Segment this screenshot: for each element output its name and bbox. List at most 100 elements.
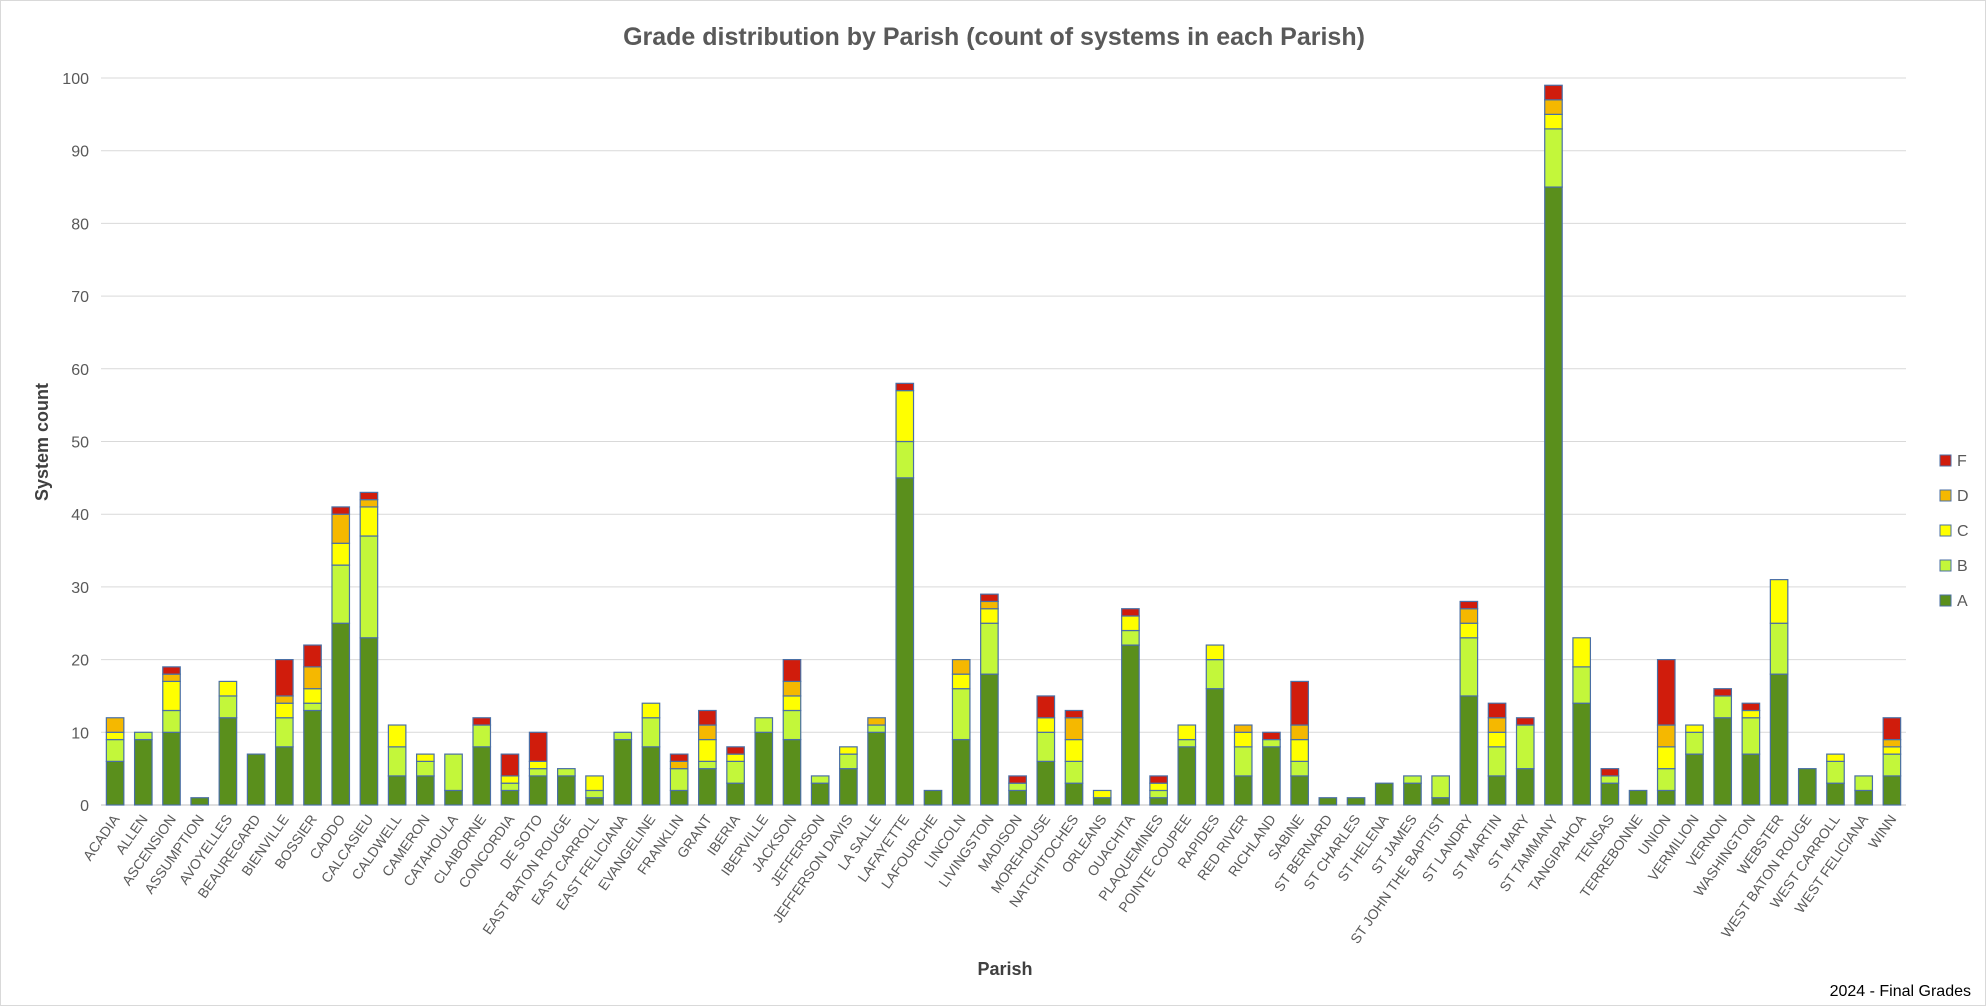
bar-stack <box>1544 84 1563 806</box>
bar-segment-c <box>1290 738 1309 762</box>
bar-stack <box>1431 775 1450 806</box>
bar-segment-b <box>726 760 745 784</box>
bar-stack <box>1092 789 1112 806</box>
bar-stack <box>782 658 802 806</box>
bar-segment-c <box>895 390 915 443</box>
bar-segment-f <box>303 644 322 668</box>
bar-stack <box>1374 782 1394 806</box>
bar-stack <box>1515 717 1535 806</box>
bar-segment-b <box>1036 731 1056 762</box>
bar-segment-c <box>331 542 351 566</box>
bar-segment-b <box>415 760 435 777</box>
bar-segment-f <box>1600 768 1620 777</box>
bar-segment-a <box>1826 782 1845 806</box>
legend-item: D <box>1939 488 1969 505</box>
bar-stack <box>1318 797 1338 806</box>
bar-segment-a <box>1854 789 1874 806</box>
bar-stack <box>1487 702 1507 806</box>
bar-segment-b <box>331 564 351 624</box>
legend-item: A <box>1939 593 1968 610</box>
y-tick-label: 100 <box>62 71 89 88</box>
bar-segment-b <box>1572 666 1592 704</box>
bar-segment-c <box>641 702 661 719</box>
bar-stack <box>133 731 153 806</box>
bar-segment-d <box>1656 724 1676 748</box>
bar-segment-c <box>1233 731 1253 748</box>
bar-segment-d <box>1290 724 1309 741</box>
bar-segment-f <box>359 491 379 501</box>
bar-stack <box>415 753 435 806</box>
bar-segment-c <box>1656 746 1676 770</box>
bar-segment-a <box>585 797 604 806</box>
bar-segment-c <box>1685 724 1704 733</box>
bar-segment-a <box>1769 673 1789 806</box>
bar-segment-b <box>1403 775 1422 784</box>
bar-stack <box>867 717 886 806</box>
bar-segment-a <box>980 673 999 806</box>
bar-segment-c <box>585 775 604 792</box>
bar-segment-f <box>1036 695 1056 719</box>
bar-segment-c <box>1121 615 1140 632</box>
bar-segment-a <box>1290 775 1309 806</box>
bar-segment-a <box>1374 782 1394 806</box>
bar-segment-b <box>1064 760 1084 784</box>
bar-stack <box>1290 680 1309 806</box>
bar-stack <box>1403 775 1422 806</box>
bar-segment-a <box>1628 789 1648 806</box>
bar-segment-b <box>1487 746 1507 777</box>
bar-segment-a <box>1036 760 1056 806</box>
bar-segment-a <box>162 731 181 806</box>
bar-segment-c <box>1826 753 1845 762</box>
bar-segment-d <box>669 760 689 770</box>
legend-label: A <box>1957 593 1968 610</box>
bar-segment-a <box>472 746 492 806</box>
bar-segment-c <box>500 775 520 784</box>
bar-segment-f <box>1262 731 1281 741</box>
bar-segment-a <box>1403 782 1422 806</box>
x-axis-ticks: ACADIAALLENASCENSIONASSUMPTIONAVOYELLESB… <box>80 811 1900 946</box>
bar-segment-b <box>1008 782 1027 792</box>
bar-segment-a <box>1346 797 1366 806</box>
bar-segment-b <box>472 724 492 748</box>
bar-segment-a <box>895 477 915 806</box>
bar-segment-c <box>782 695 802 712</box>
bar-segment-c <box>1459 622 1479 639</box>
bar-segment-a <box>1713 717 1733 806</box>
bar-segment-c <box>1064 738 1084 762</box>
bar-segment-a <box>641 746 661 806</box>
bar-segment-a <box>331 622 351 806</box>
bar-segment-f <box>162 666 181 675</box>
bar-segment-b <box>895 440 915 479</box>
bar-segment-f <box>698 709 717 726</box>
bar-stack <box>1741 702 1761 806</box>
bar-segment-c <box>1149 782 1168 792</box>
bar-segment-f <box>1008 775 1027 784</box>
y-tick-label: 40 <box>71 507 89 524</box>
bar-segment-a <box>1882 775 1902 806</box>
bar-segment-a <box>698 768 717 806</box>
y-tick-label: 30 <box>71 580 89 597</box>
bar-stack <box>557 768 576 806</box>
bar-stack <box>923 789 943 806</box>
bar-segment-a <box>1008 789 1027 806</box>
bar-stack <box>1205 644 1225 806</box>
bar-stack <box>726 746 745 806</box>
bar-segment-f <box>1459 600 1479 610</box>
bar-segment-f <box>1882 717 1902 741</box>
y-tick-label: 60 <box>71 362 89 379</box>
bar-stack <box>641 702 661 806</box>
bar-segment-d <box>1882 738 1902 748</box>
bar-segment-a <box>613 738 633 806</box>
bar-segment-f <box>500 753 520 777</box>
bar-segment-d <box>980 600 999 610</box>
bar-segment-a <box>810 782 830 806</box>
bar-stack <box>218 680 238 806</box>
bar-segment-b <box>1741 717 1761 755</box>
bar-segment-a <box>782 738 802 806</box>
bar-segment-a <box>669 789 689 806</box>
legend-swatch <box>1939 559 1952 572</box>
bar-segment-a <box>951 738 971 806</box>
bar-segment-b <box>1515 724 1535 770</box>
y-tick-label: 20 <box>71 653 89 670</box>
